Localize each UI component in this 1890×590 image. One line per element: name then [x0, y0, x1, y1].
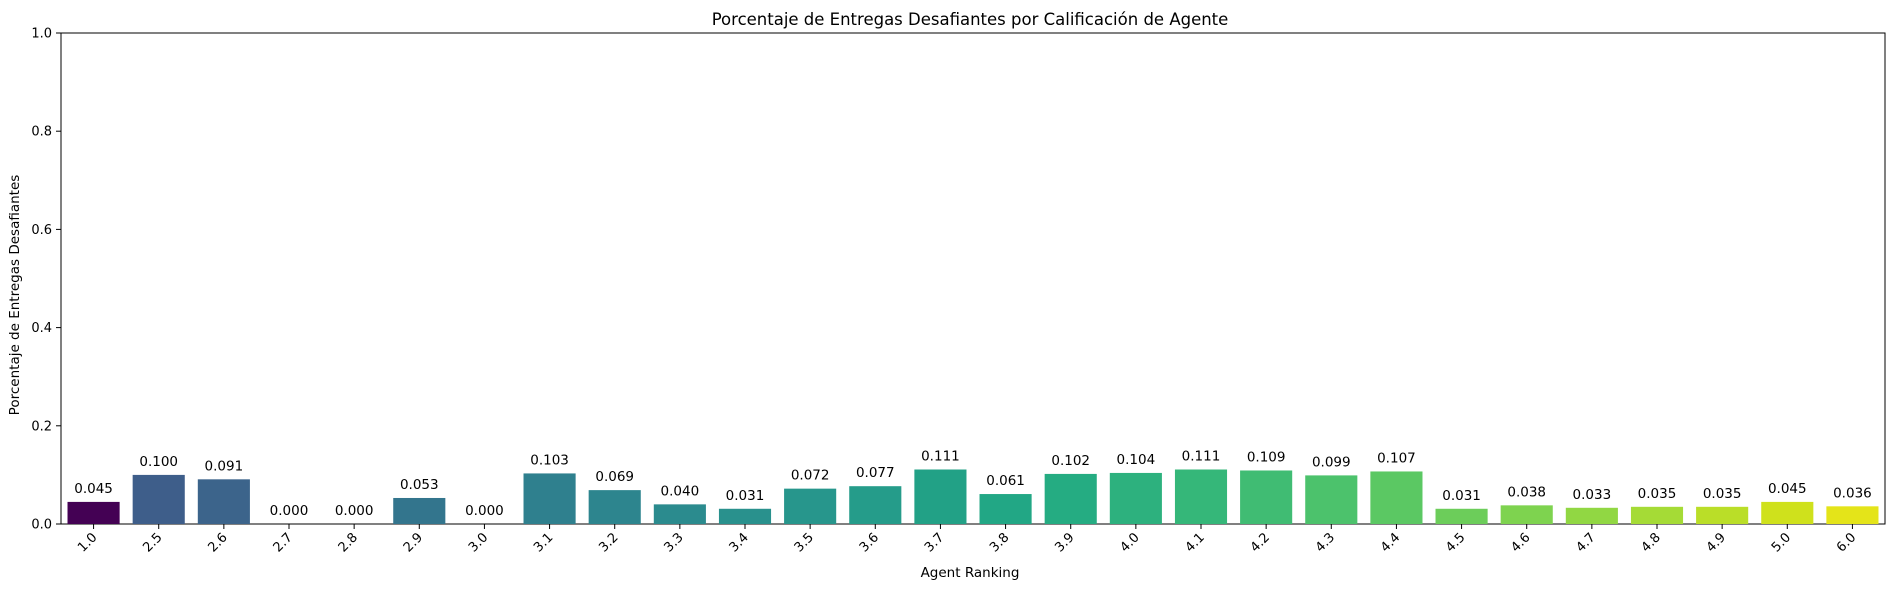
bar: [523, 473, 576, 524]
bar: [1565, 507, 1618, 524]
axes-frame: [60, 32, 1886, 525]
bar-value-label: 0.045: [74, 481, 113, 497]
plot-area: 0.0 0.2 0.4 0.6 0.8 1.0 0.045 1.0 0.100 2.5 0.091 2…: [31, 27, 1886, 555]
y-tick-label: 0.4: [31, 321, 52, 336]
bar: [1630, 506, 1684, 524]
bar-value-label: 0.040: [661, 483, 700, 499]
bar-value-label: 0.111: [1182, 448, 1221, 464]
x-tick-label: 4.8: [1639, 530, 1664, 555]
bar: [1044, 473, 1097, 524]
bar-value-label: 0.091: [205, 458, 244, 474]
bar-value-label: 0.100: [139, 454, 178, 470]
x-tick-label: 2.8: [336, 530, 361, 555]
x-tick-label: 2.7: [271, 530, 296, 555]
x-tick-label: 4.3: [1313, 530, 1338, 555]
bar: [1240, 470, 1293, 524]
bar-value-label: 0.077: [856, 465, 895, 481]
bar-value-label: 0.035: [1638, 486, 1677, 502]
bar-value-label: 0.000: [335, 503, 374, 519]
x-tick-label: 4.4: [1378, 530, 1403, 555]
bar-value-label: 0.036: [1833, 485, 1872, 501]
bar-value-label: 0.000: [270, 503, 309, 519]
bar: [67, 501, 120, 524]
chart-title: Porcentaje de Entregas Desafiantes por C…: [712, 10, 1229, 29]
bar: [1761, 501, 1814, 524]
y-tick-label: 0.8: [31, 125, 52, 140]
x-axis-label: Agent Ranking: [921, 565, 1020, 581]
x-tick-label: 4.5: [1443, 530, 1468, 555]
x-tick-label: 4.0: [1117, 530, 1142, 555]
bar: [1826, 506, 1879, 524]
x-tick-label: 3.6: [857, 530, 882, 555]
bar-value-label: 0.069: [595, 469, 634, 485]
x-tick-label: 3.9: [1052, 530, 1077, 555]
x-tick-label: 3.2: [596, 530, 621, 555]
bar-value-label: 0.099: [1312, 454, 1351, 470]
bar-value-label: 0.031: [1442, 488, 1481, 504]
bar-value-label: 0.102: [1051, 453, 1090, 469]
bar-value-label: 0.033: [1573, 487, 1612, 503]
x-tick-label: 6.0: [1834, 530, 1859, 555]
bar: [132, 474, 185, 524]
bar-value-label: 0.103: [530, 452, 569, 468]
y-tick-label: 0.6: [31, 223, 52, 238]
x-tick-label: 3.5: [792, 530, 817, 555]
x-tick-label: 3.7: [922, 530, 947, 555]
x-tick-label: 4.9: [1704, 530, 1729, 555]
bar-value-label: 0.111: [921, 448, 960, 464]
y-tick-label: 1.0: [31, 27, 52, 42]
x-tick-label: 3.8: [987, 530, 1012, 555]
bar: [979, 494, 1032, 524]
bar: [718, 508, 772, 524]
bar: [1435, 508, 1488, 524]
bar-value-label: 0.031: [726, 488, 765, 504]
x-tick-label: 3.3: [661, 530, 686, 555]
bar: [588, 490, 641, 524]
bar: [653, 504, 706, 524]
bar: [1370, 471, 1423, 524]
bar: [849, 486, 902, 524]
bar-value-label: 0.107: [1377, 450, 1416, 466]
bar: [1500, 505, 1553, 524]
x-tick-label: 3.0: [466, 530, 491, 555]
x-tick-label: 4.1: [1183, 530, 1208, 555]
x-tick-label: 5.0: [1769, 530, 1794, 555]
bar-value-label: 0.061: [986, 473, 1025, 489]
x-tick-label: 2.9: [401, 530, 426, 555]
x-tick-label: 4.2: [1248, 530, 1273, 555]
x-tick-label: 3.4: [727, 530, 752, 555]
x-tick-label: 4.6: [1508, 530, 1533, 555]
bar-value-label: 0.072: [791, 468, 830, 484]
x-tick-label: 2.5: [140, 530, 165, 555]
bar-value-label: 0.038: [1507, 484, 1546, 500]
x-tick-label: 1.0: [75, 530, 100, 555]
bar: [393, 497, 446, 524]
y-tick-label: 0.0: [31, 518, 52, 533]
x-tick-label: 3.1: [531, 530, 556, 555]
bar: [1109, 472, 1162, 524]
bar: [197, 479, 250, 524]
y-tick-label: 0.2: [31, 419, 52, 434]
y-axis-label: Porcentaje de Entregas Desafiantes: [7, 175, 23, 416]
bar-value-label: 0.035: [1703, 486, 1742, 502]
bar-value-label: 0.000: [465, 503, 504, 519]
bar: [1305, 475, 1358, 524]
x-tick-label: 2.6: [205, 530, 230, 555]
bar: [914, 469, 967, 524]
bar-value-label: 0.109: [1247, 449, 1286, 465]
bar-value-label: 0.053: [400, 477, 439, 493]
bar: [784, 488, 837, 524]
bar: [1696, 506, 1749, 524]
bar-value-label: 0.045: [1768, 481, 1807, 497]
x-tick-label: 4.7: [1573, 530, 1598, 555]
bar-value-label: 0.104: [1117, 452, 1156, 468]
bar: [1174, 469, 1228, 524]
